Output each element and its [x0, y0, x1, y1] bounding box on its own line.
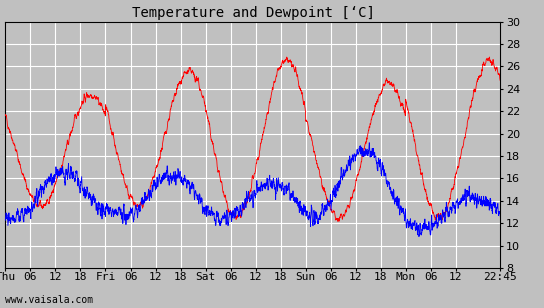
Title: Temperature and Dewpoint [‘C]: Temperature and Dewpoint [‘C]	[132, 6, 374, 20]
Text: www.vaisala.com: www.vaisala.com	[5, 295, 94, 305]
